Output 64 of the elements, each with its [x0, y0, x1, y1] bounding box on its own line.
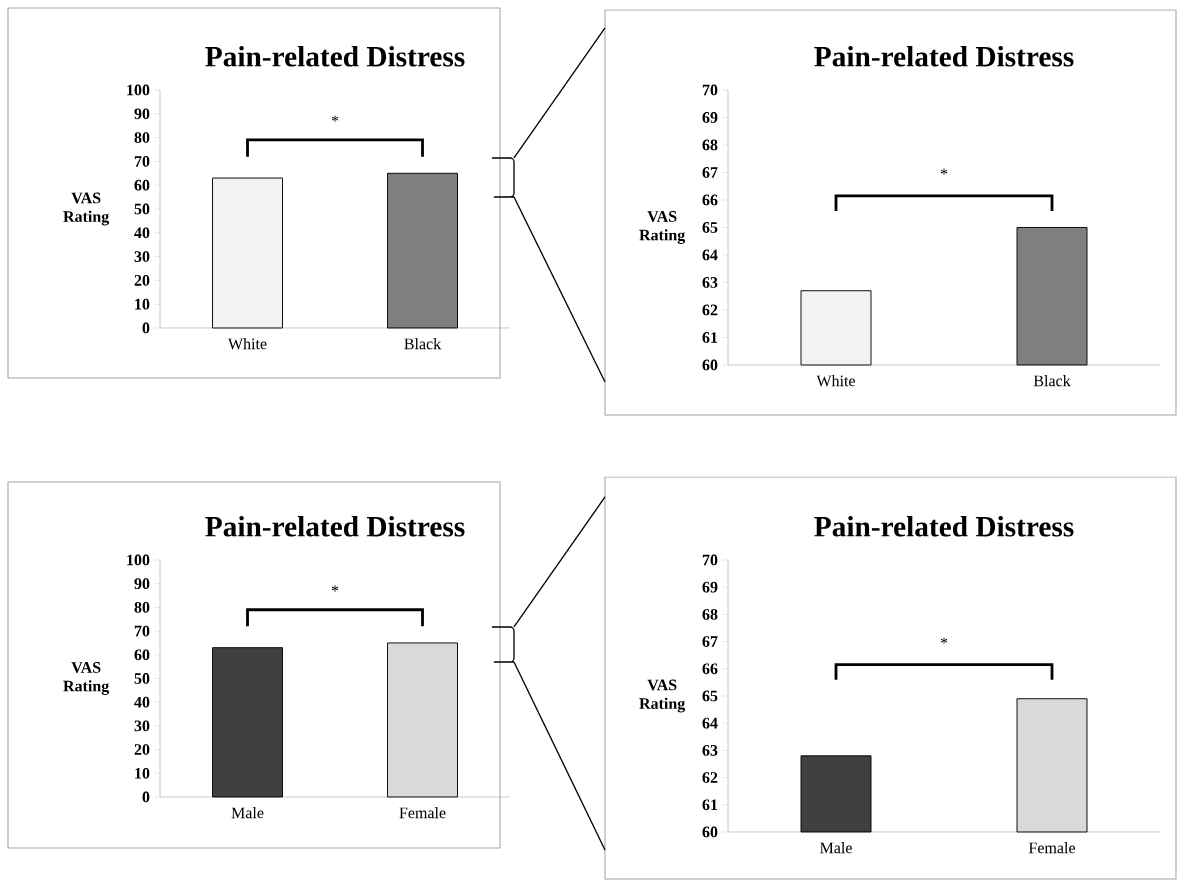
- x-tick-label: Black: [1033, 375, 1071, 387]
- x-tick-label: Female: [1028, 842, 1075, 854]
- annotation: *: [940, 168, 948, 175]
- y-axis-title: VAS Rating: [63, 192, 110, 226]
- y-tick-label: 64: [702, 717, 718, 729]
- y-tick-label: 70: [134, 625, 150, 637]
- y-tick-label: 70: [702, 84, 718, 96]
- y-tick-label: 50: [134, 673, 150, 684]
- y-tick-label: 61: [702, 332, 718, 343]
- y-tick-label: 70: [702, 554, 718, 566]
- y-axis-title: VAS Rating: [63, 662, 110, 695]
- y-tick-label: 60: [134, 179, 150, 191]
- y-tick-label: 100: [127, 84, 150, 96]
- annotation: *: [331, 115, 339, 122]
- y-tick-label: 63: [702, 745, 718, 756]
- y-tick-label: 62: [702, 772, 718, 783]
- chart-title: Pain-related Distress: [814, 45, 1074, 67]
- y-tick-label: 60: [702, 359, 718, 371]
- y-tick-label: 10: [135, 767, 150, 779]
- y-tick-label: 90: [134, 578, 150, 590]
- y-tick-label: 65: [702, 690, 718, 702]
- y-tick-label: 10: [135, 298, 150, 310]
- x-tick-label: White: [816, 375, 856, 387]
- y-tick-label: 70: [134, 155, 150, 167]
- y-tick-label: 68: [702, 608, 718, 620]
- chart-title: Pain-related Distress: [205, 45, 465, 67]
- x-tick-label: Black: [404, 338, 442, 350]
- y-tick-label: 69: [702, 581, 718, 593]
- annotation: *: [940, 637, 948, 644]
- y-tick-label: 63: [702, 277, 718, 288]
- y-tick-label: 30: [134, 251, 150, 262]
- chart-title: Pain-related Distress: [205, 515, 465, 537]
- y-axis-title: VAS Rating: [639, 211, 686, 244]
- y-tick-label: 90: [134, 108, 150, 120]
- y-tick-label: 65: [702, 222, 718, 233]
- y-tick-label: 80: [134, 601, 150, 613]
- y-tick-label: 0: [142, 322, 150, 334]
- y-tick-label: 20: [134, 274, 150, 286]
- y-tick-label: 62: [702, 304, 718, 316]
- y-tick-label: 40: [134, 696, 150, 708]
- y-tick-label: 61: [702, 799, 718, 811]
- y-tick-label: 40: [134, 227, 150, 239]
- y-tick-label: 60: [134, 649, 150, 661]
- annotation: *: [331, 585, 339, 592]
- x-tick-label: Male: [820, 842, 852, 854]
- y-tick-label: 20: [134, 744, 150, 755]
- y-tick-label: 68: [702, 139, 718, 151]
- y-tick-label: 100: [127, 554, 150, 566]
- x-tick-label: Female: [399, 807, 446, 819]
- x-tick-label: Male: [231, 807, 264, 819]
- y-axis-title: VAS Rating: [639, 679, 686, 713]
- y-tick-label: 66: [702, 663, 718, 675]
- x-tick-label: White: [227, 338, 267, 350]
- y-tick-label: 50: [134, 203, 150, 215]
- y-tick-label: 69: [702, 112, 718, 123]
- y-tick-label: 30: [134, 720, 150, 732]
- y-tick-label: 67: [702, 167, 718, 178]
- y-tick-label: 60: [702, 826, 718, 838]
- y-tick-label: 80: [134, 132, 150, 143]
- y-tick-label: 67: [702, 636, 718, 647]
- y-tick-label: 64: [702, 249, 718, 261]
- chart-title: Pain-related Distress: [814, 515, 1074, 537]
- y-tick-label: 0: [142, 791, 150, 803]
- y-tick-label: 66: [702, 194, 718, 206]
